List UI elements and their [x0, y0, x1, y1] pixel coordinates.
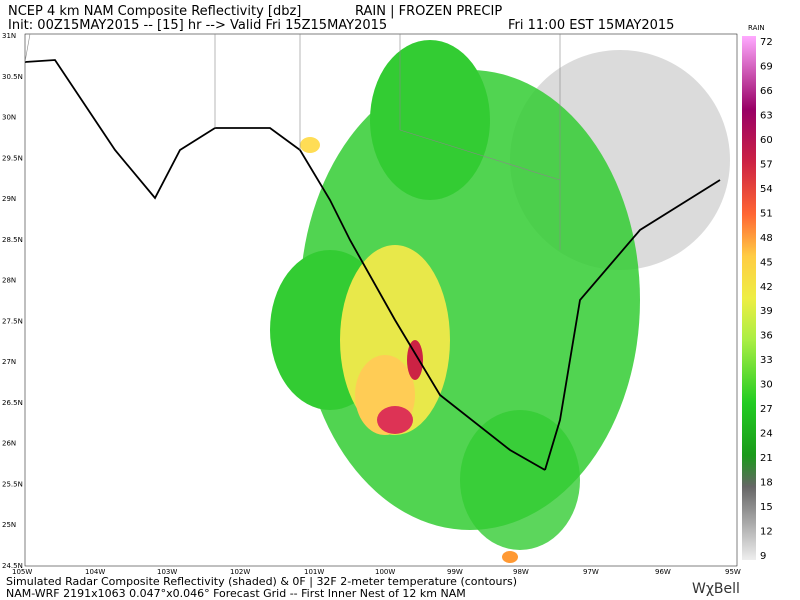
colorbar-label: 45	[760, 257, 773, 268]
lat-label: 28N	[2, 277, 16, 285]
colorbar-label: 48	[760, 233, 773, 244]
colorbar-label: 66	[760, 86, 773, 97]
lat-label: 31N	[2, 32, 16, 40]
logo: WχBell	[692, 581, 740, 597]
footer-line1: Simulated Radar Composite Reflectivity (…	[6, 575, 517, 588]
colorbar-label: 9	[760, 551, 766, 562]
colorbar-label: 57	[760, 159, 773, 170]
colorbar-label: 39	[760, 306, 773, 317]
lon-label: 101W	[304, 568, 324, 576]
lon-label: 104W	[85, 568, 105, 576]
colorbar-label: 12	[760, 527, 773, 538]
colorbar-label: 54	[760, 184, 773, 195]
colorbar-label: 30	[760, 380, 773, 391]
colorbar-label: 60	[760, 135, 773, 146]
lat-label: 25N	[2, 521, 16, 529]
colorbar-label: 15	[760, 502, 773, 513]
colorbar-label: 72	[760, 37, 773, 48]
colorbar-label: 27	[760, 404, 773, 415]
lat-label: 29.5N	[2, 154, 23, 162]
lon-label: 105W	[12, 568, 32, 576]
local-time: Fri 11:00 EST 15MAY2015	[508, 18, 674, 33]
lon-label: 98W	[513, 568, 529, 576]
colorbar-label: 21	[760, 453, 773, 464]
lon-label: 97W	[583, 568, 599, 576]
colorbar-label: 51	[760, 208, 773, 219]
colorbar-label: 69	[760, 61, 773, 72]
lon-label: 103W	[157, 568, 177, 576]
colorbar-title: RAIN	[748, 24, 765, 32]
lon-label: 96W	[655, 568, 671, 576]
colorbar-label: 42	[760, 282, 773, 293]
title: NCEP 4 km NAM Composite Reflectivity [db…	[8, 4, 301, 19]
colorbar-label: 18	[760, 478, 773, 489]
colorbar-label: 63	[760, 110, 773, 121]
colorbar-label: 36	[760, 331, 773, 342]
lat-label: 24.5N	[2, 562, 23, 570]
colorbar-label: 24	[760, 429, 773, 440]
lon-label: 99W	[447, 568, 463, 576]
colorbar-label: 33	[760, 355, 773, 366]
lat-label: 28.5N	[2, 236, 23, 244]
init-line: Init: 00Z15MAY2015 -- [15] hr --> Valid …	[8, 18, 387, 33]
colorbar	[742, 36, 756, 560]
lat-label: 30.5N	[2, 73, 23, 81]
lon-label: 100W	[375, 568, 395, 576]
lat-label: 27N	[2, 358, 16, 366]
lat-label: 26N	[2, 440, 16, 448]
lat-label: 27.5N	[2, 317, 23, 325]
footer-line2: NAM-WRF 2191x1063 0.047°x0.046° Forecast…	[6, 587, 466, 600]
lat-label: 26.5N	[2, 399, 23, 407]
lon-label: 95W	[725, 568, 741, 576]
lat-label: 25.5N	[2, 480, 23, 488]
map	[24, 33, 738, 567]
precip-types: RAIN | FROZEN PRECIP	[355, 4, 502, 19]
lat-label: 30N	[2, 114, 16, 122]
lon-label: 102W	[230, 568, 250, 576]
lat-label: 29N	[2, 195, 16, 203]
